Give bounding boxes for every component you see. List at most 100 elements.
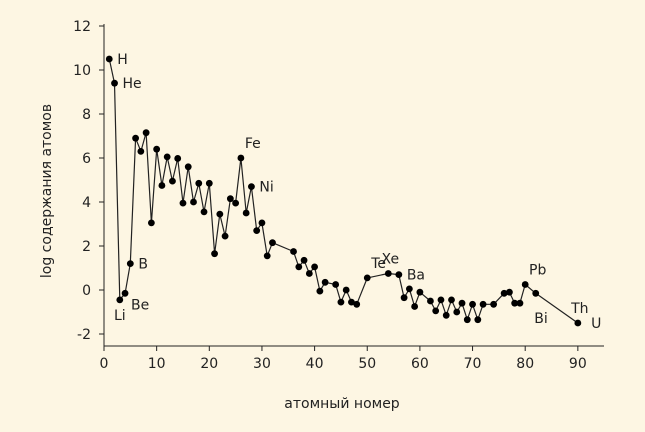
data-point (132, 134, 139, 142)
element-label: Li (114, 308, 126, 324)
data-point (200, 208, 208, 216)
data-point (316, 287, 324, 295)
data-point (163, 153, 171, 161)
data-point (458, 299, 466, 307)
element-label: Be (131, 297, 149, 313)
data-point (574, 319, 582, 327)
y-tick-label: 8 (82, 107, 91, 123)
data-point (111, 79, 118, 87)
data-point (300, 256, 308, 264)
data-point (242, 209, 250, 217)
data-point (142, 129, 150, 137)
data-point (353, 300, 361, 308)
data-point (437, 296, 445, 304)
data-point (511, 299, 519, 307)
x-tick-label: 10 (148, 356, 166, 372)
data-point (153, 145, 161, 153)
data-point (158, 182, 166, 189)
y-tick-label: 6 (82, 151, 91, 167)
data-point (463, 316, 471, 324)
data-point (169, 177, 176, 185)
data-point (532, 289, 540, 297)
element-label: U (591, 316, 601, 332)
x-tick-label: 40 (306, 356, 324, 372)
element-label: Bi (534, 311, 548, 327)
points-layer (105, 55, 582, 327)
element-label: Xe (382, 252, 400, 268)
data-point (263, 252, 271, 260)
y-tick-label: 0 (82, 283, 91, 299)
data-point (506, 288, 513, 296)
y-ticks: -2 0 2 4 6 8 10 12 (73, 19, 104, 343)
element-label: H (117, 52, 128, 68)
x-axis-label: атомный номер (284, 396, 400, 412)
data-point (490, 300, 498, 308)
data-point (105, 55, 113, 63)
y-tick-label: 2 (82, 239, 91, 255)
x-tick-label: 0 (100, 356, 109, 372)
data-point (179, 199, 187, 207)
x-tick-label: 80 (516, 356, 534, 372)
data-point (363, 274, 371, 282)
element-label: Th (570, 301, 588, 317)
x-tick-label: 30 (253, 356, 271, 372)
data-point (500, 289, 508, 297)
data-point (190, 198, 197, 206)
x-tick-label: 20 (200, 356, 218, 372)
data-point (290, 248, 297, 255)
data-point (116, 296, 124, 304)
element-label: Pb (529, 263, 546, 279)
data-point (174, 155, 182, 162)
element-label: Ni (259, 180, 273, 196)
data-point (479, 300, 487, 308)
data-point (469, 300, 476, 308)
data-point (211, 250, 218, 258)
data-point (395, 271, 403, 278)
data-point (226, 195, 234, 203)
element-label: Te (370, 256, 386, 272)
data-point (305, 270, 313, 277)
data-point (195, 179, 203, 187)
y-tick-label: 4 (82, 195, 91, 211)
x-tick-label: 60 (411, 356, 429, 372)
data-point (411, 303, 419, 310)
data-point (253, 227, 261, 235)
data-point (384, 270, 392, 277)
y-tick-label: 10 (73, 63, 91, 79)
series-line (108, 58, 579, 324)
data-point (321, 278, 329, 286)
data-point (332, 281, 340, 288)
element-label: Fe (245, 136, 261, 152)
data-point (295, 263, 303, 271)
data-point (237, 154, 245, 162)
data-point (400, 294, 408, 302)
element-label: B (138, 257, 148, 273)
data-point (232, 199, 240, 207)
data-point (205, 179, 213, 187)
x-tick-label: 70 (464, 356, 482, 372)
data-point (126, 260, 134, 267)
element-label: Ba (407, 268, 425, 284)
y-tick-label: 12 (73, 19, 91, 35)
x-tick-label: 50 (358, 356, 376, 372)
data-point (121, 289, 129, 297)
data-point (432, 307, 440, 315)
data-point (416, 288, 424, 296)
data-point (448, 296, 455, 304)
data-point (442, 311, 450, 319)
data-point (269, 239, 276, 247)
y-axis-label: log содержания атомов (39, 104, 55, 278)
data-point (258, 219, 266, 227)
axes (103, 24, 604, 347)
data-point (184, 163, 192, 171)
data-point (453, 308, 461, 316)
series-layer (108, 58, 579, 324)
x-ticks: 0 10 20 30 40 50 60 70 80 90 (100, 346, 587, 372)
data-point (516, 299, 524, 307)
y-tick-label: -2 (77, 327, 91, 343)
x-tick-label: 90 (569, 356, 587, 372)
data-point (427, 297, 434, 305)
data-point (521, 281, 529, 288)
